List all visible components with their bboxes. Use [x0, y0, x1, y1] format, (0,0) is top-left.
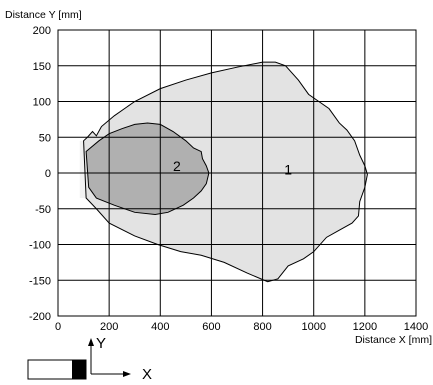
grid — [57, 29, 417, 317]
y-arrow-head — [88, 338, 94, 346]
y-tick-label: -200 — [29, 311, 51, 323]
y-tick-label: 150 — [33, 61, 51, 73]
x-tick-label: 1400 — [404, 321, 428, 333]
sensor-orientation-diagram: Y X — [27, 335, 152, 383]
x-tick-label: 400 — [151, 321, 169, 333]
tick-labels: 0 200 400 600 800 1000 1200 1400 200 150 100 50 0 -50… — [29, 25, 428, 333]
x-axis-title: Distance X [mm] — [355, 334, 432, 346]
y-axis-symbol: Y — [96, 335, 106, 352]
region-2-area — [85, 122, 210, 215]
near-zone-strip — [79, 140, 87, 199]
x-tick-label: 1000 — [301, 321, 325, 333]
region-label: 2 — [173, 158, 181, 174]
y-tick-label: 200 — [33, 25, 51, 37]
x-tick-label: 800 — [253, 321, 271, 333]
sensor-emitter — [72, 360, 86, 379]
x-tick-label: 0 — [55, 321, 61, 333]
y-tick-label: -50 — [35, 204, 51, 216]
y-tick-label: 0 — [45, 168, 51, 180]
y-tick-label: -150 — [29, 275, 51, 287]
x-tick-label: 1200 — [353, 321, 377, 333]
x-tick-label: 200 — [100, 321, 118, 333]
y-tick-label: -100 — [29, 240, 51, 252]
region-label: 1 — [284, 161, 292, 177]
y-tick-label: 50 — [39, 132, 51, 144]
x-arrow-head — [123, 371, 131, 377]
x-axis-symbol: X — [142, 366, 152, 383]
y-axis-title: Distance Y [mm] — [5, 9, 82, 21]
y-tick-label: 100 — [33, 97, 51, 109]
x-tick-label: 600 — [202, 321, 220, 333]
